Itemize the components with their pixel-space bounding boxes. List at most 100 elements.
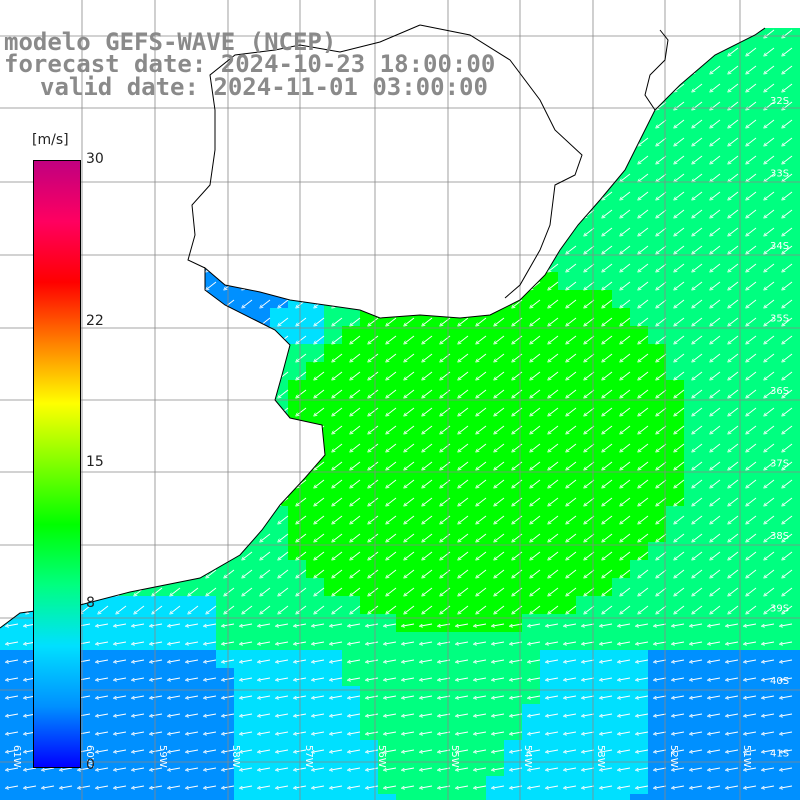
wind-arrow [693,119,703,127]
speed-cell [414,740,432,758]
speed-cell [234,578,252,596]
speed-cell [540,344,558,362]
wind-arrow [657,389,667,397]
speed-cell [648,146,666,164]
speed-cell [558,398,576,416]
speed-cell [702,776,720,794]
wind-arrow [783,425,793,433]
wind-arrow [387,335,397,343]
wind-arrow [657,245,667,253]
wind-arrow [621,479,631,487]
speed-cell [576,326,594,344]
longitude-label: 59W [157,745,168,768]
colorbar-tick-label: 15 [86,454,104,470]
wind-arrow [765,281,775,289]
wind-arrow [765,227,775,235]
wind-arrow [585,461,595,469]
speed-cell [252,596,270,614]
speed-cell [630,740,648,758]
wind-arrow [693,245,703,253]
speed-cell [450,488,468,506]
speed-cell [378,344,396,362]
speed-cell [36,776,54,794]
wind-arrow [729,191,739,199]
wind-arrow [621,317,631,325]
speed-cell [630,290,648,308]
wind-arrow [351,317,361,325]
speed-cell [648,344,666,362]
wind-arrow [657,479,667,487]
wind-arrow [621,353,631,361]
speed-cell [180,776,198,794]
speed-cell [396,488,414,506]
wind-arrow [693,479,703,487]
speed-cell [612,470,630,488]
speed-cell [270,632,288,650]
valid-date: valid date: 2024-11-01 03:00:00 [40,73,488,101]
speed-cell [684,326,702,344]
wind-arrow [639,137,649,145]
speed-cell [486,380,504,398]
wind-arrow [315,371,325,379]
wind-arrow [657,299,667,307]
wind-arrow [567,245,577,253]
speed-cell [504,614,522,632]
speed-cell [396,722,414,740]
wind-arrow [747,227,757,235]
speed-cell [396,740,414,758]
speed-cell [468,650,486,668]
speed-cell [342,704,360,722]
wind-arrow [567,515,577,523]
longitude-label: 51W [741,745,752,768]
wind-arrow [441,461,451,469]
wind-arrow [729,443,739,451]
wind-arrow [477,443,487,451]
speed-cell [738,110,756,128]
wind-arrow [495,389,505,397]
speed-cell [774,416,792,434]
speed-cell [558,434,576,452]
speed-cell [504,578,522,596]
wind-arrow [405,335,415,343]
wind-arrow [495,335,505,343]
latitude-label: 39S [770,604,789,615]
speed-cell [180,668,198,686]
speed-cell [738,560,756,578]
speed-cell [666,344,684,362]
wind-arrow [711,497,721,505]
speed-cell [432,794,450,800]
speed-cell [108,686,126,704]
wind-arrow [387,353,397,361]
speed-cell [774,470,792,488]
wind-arrow [369,479,379,487]
speed-cell [504,686,522,704]
speed-cell [342,434,360,452]
speed-cell [612,290,630,308]
speed-cell [684,308,702,326]
wind-arrow [549,515,559,523]
wind-arrow [297,353,307,361]
speed-cell [522,488,540,506]
wind-arrow [567,479,577,487]
speed-cell [594,776,612,794]
speed-cell [306,632,324,650]
wind-arrow [459,407,469,415]
speed-cell [666,326,684,344]
speed-cell [594,632,612,650]
speed-cell [576,434,594,452]
speed-cell [486,578,504,596]
speed-cell [558,578,576,596]
speed-cell [774,704,792,722]
speed-cell [18,776,36,794]
speed-cell [612,308,630,326]
speed-cell [396,776,414,794]
speed-cell [252,704,270,722]
wind-arrow [603,461,613,469]
speed-cell [666,614,684,632]
wind-arrow [441,407,451,415]
wind-arrow [675,173,685,181]
speed-cell [612,596,630,614]
speed-cell [576,308,594,326]
speed-cell [540,362,558,380]
speed-cell [342,560,360,578]
